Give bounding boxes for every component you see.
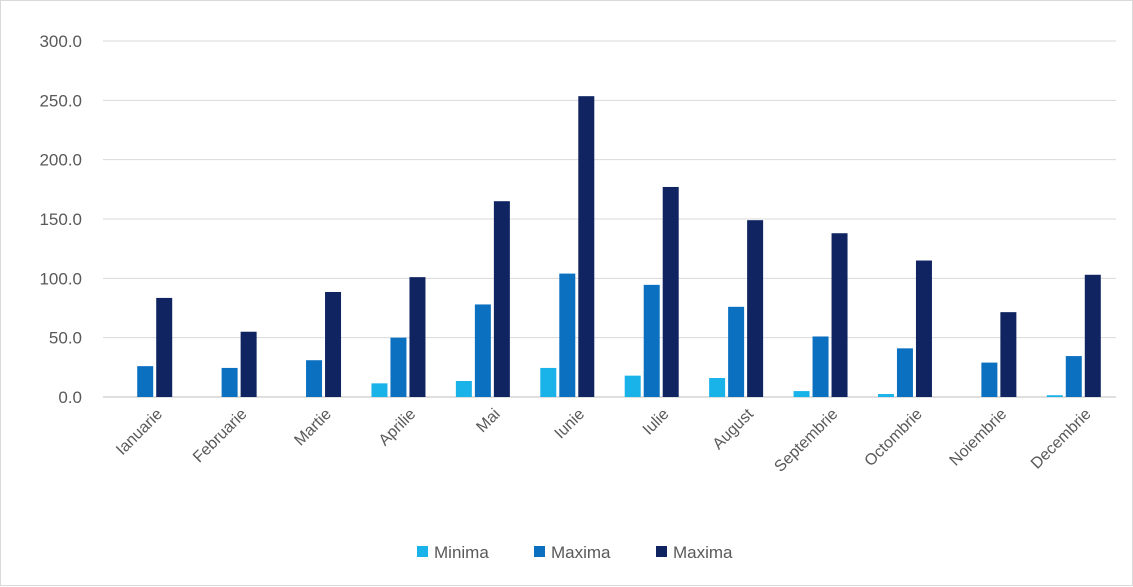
gridlines [103, 40, 1116, 398]
bar-maxima-iunie [578, 96, 595, 398]
x-tick-label: Decembrie [1028, 406, 1095, 473]
x-tick-label: Noiembrie [947, 406, 1011, 470]
bar-maxima-aprilie [409, 277, 426, 397]
bar-minima-decembrie [1046, 395, 1063, 397]
x-tick-label: Iulie [640, 406, 673, 439]
y-tick-label: 250.0 [39, 91, 82, 110]
x-tick-label: Ianuarie [113, 406, 166, 459]
y-tick-label: 200.0 [39, 151, 82, 170]
x-tick-label: Mai [473, 406, 503, 436]
bar-maxima-octombrie [896, 348, 913, 397]
legend-swatch [656, 546, 667, 557]
legend-swatch [417, 546, 428, 557]
legend: Minima Maxima Maxima [417, 543, 733, 562]
bar-maxima-decembrie [1084, 274, 1101, 397]
bar-maxima-iulie [662, 186, 679, 397]
x-tick-label: Aprilie [376, 406, 420, 450]
y-tick-label: 100.0 [39, 269, 82, 288]
legend-swatch [534, 546, 545, 557]
bar-maxima-august [728, 306, 745, 397]
bar-maxima-septembrie [812, 336, 829, 397]
bar-maxima-octombrie [915, 260, 932, 397]
legend-label: Maxima [551, 543, 611, 562]
bar-maxima-august [747, 220, 764, 397]
bar-maxima-iunie [559, 273, 576, 397]
x-tick-label: Februarie [190, 406, 251, 467]
bar-maxima-decembrie [1065, 356, 1082, 397]
y-tick-label: 50.0 [49, 329, 82, 348]
bars [137, 96, 1101, 398]
bar-minima-iunie [540, 367, 557, 397]
y-axis-tick-labels: 0.0 50.0 100.0 150.0 200.0 250.0 300.0 [39, 32, 82, 407]
y-tick-label: 300.0 [39, 32, 82, 51]
bar-maxima-ianuarie [156, 297, 173, 397]
x-tick-label: Octombrie [862, 406, 926, 470]
bar-maxima-noiembrie [1000, 312, 1017, 397]
bar-maxima-septembrie [831, 233, 848, 397]
bar-maxima-martie [306, 360, 323, 397]
bar-maxima-februarie [240, 331, 257, 397]
bar-maxima-februarie [221, 367, 238, 397]
x-tick-label: August [710, 405, 758, 453]
bar-maxima-martie [325, 291, 342, 397]
bar-minima-octombrie [877, 394, 894, 397]
legend-label: Maxima [673, 543, 733, 562]
bar-minima-iulie [624, 375, 641, 397]
y-tick-label: 150.0 [39, 210, 82, 229]
bar-maxima-mai [474, 304, 491, 397]
x-tick-label: Septembrie [771, 406, 841, 476]
bar-maxima-mai [493, 201, 510, 397]
x-tick-label: Iunie [552, 406, 589, 443]
bar-minima-mai [455, 380, 472, 397]
bar-minima-septembrie [793, 391, 810, 397]
legend-label: Minima [434, 543, 489, 562]
bar-minima-august [709, 378, 726, 397]
bar-minima-aprilie [371, 383, 388, 397]
x-axis-tick-labels: Ianuarie Februarie Martie Aprilie Mai Iunie Iu… [113, 405, 1095, 475]
bar-maxima-ianuarie [137, 366, 154, 397]
bar-maxima-aprilie [390, 337, 407, 397]
x-tick-label: Martie [291, 406, 335, 450]
y-tick-label: 0.0 [58, 388, 82, 407]
bar-maxima-iulie [643, 284, 660, 397]
bar-maxima-noiembrie [981, 362, 998, 397]
